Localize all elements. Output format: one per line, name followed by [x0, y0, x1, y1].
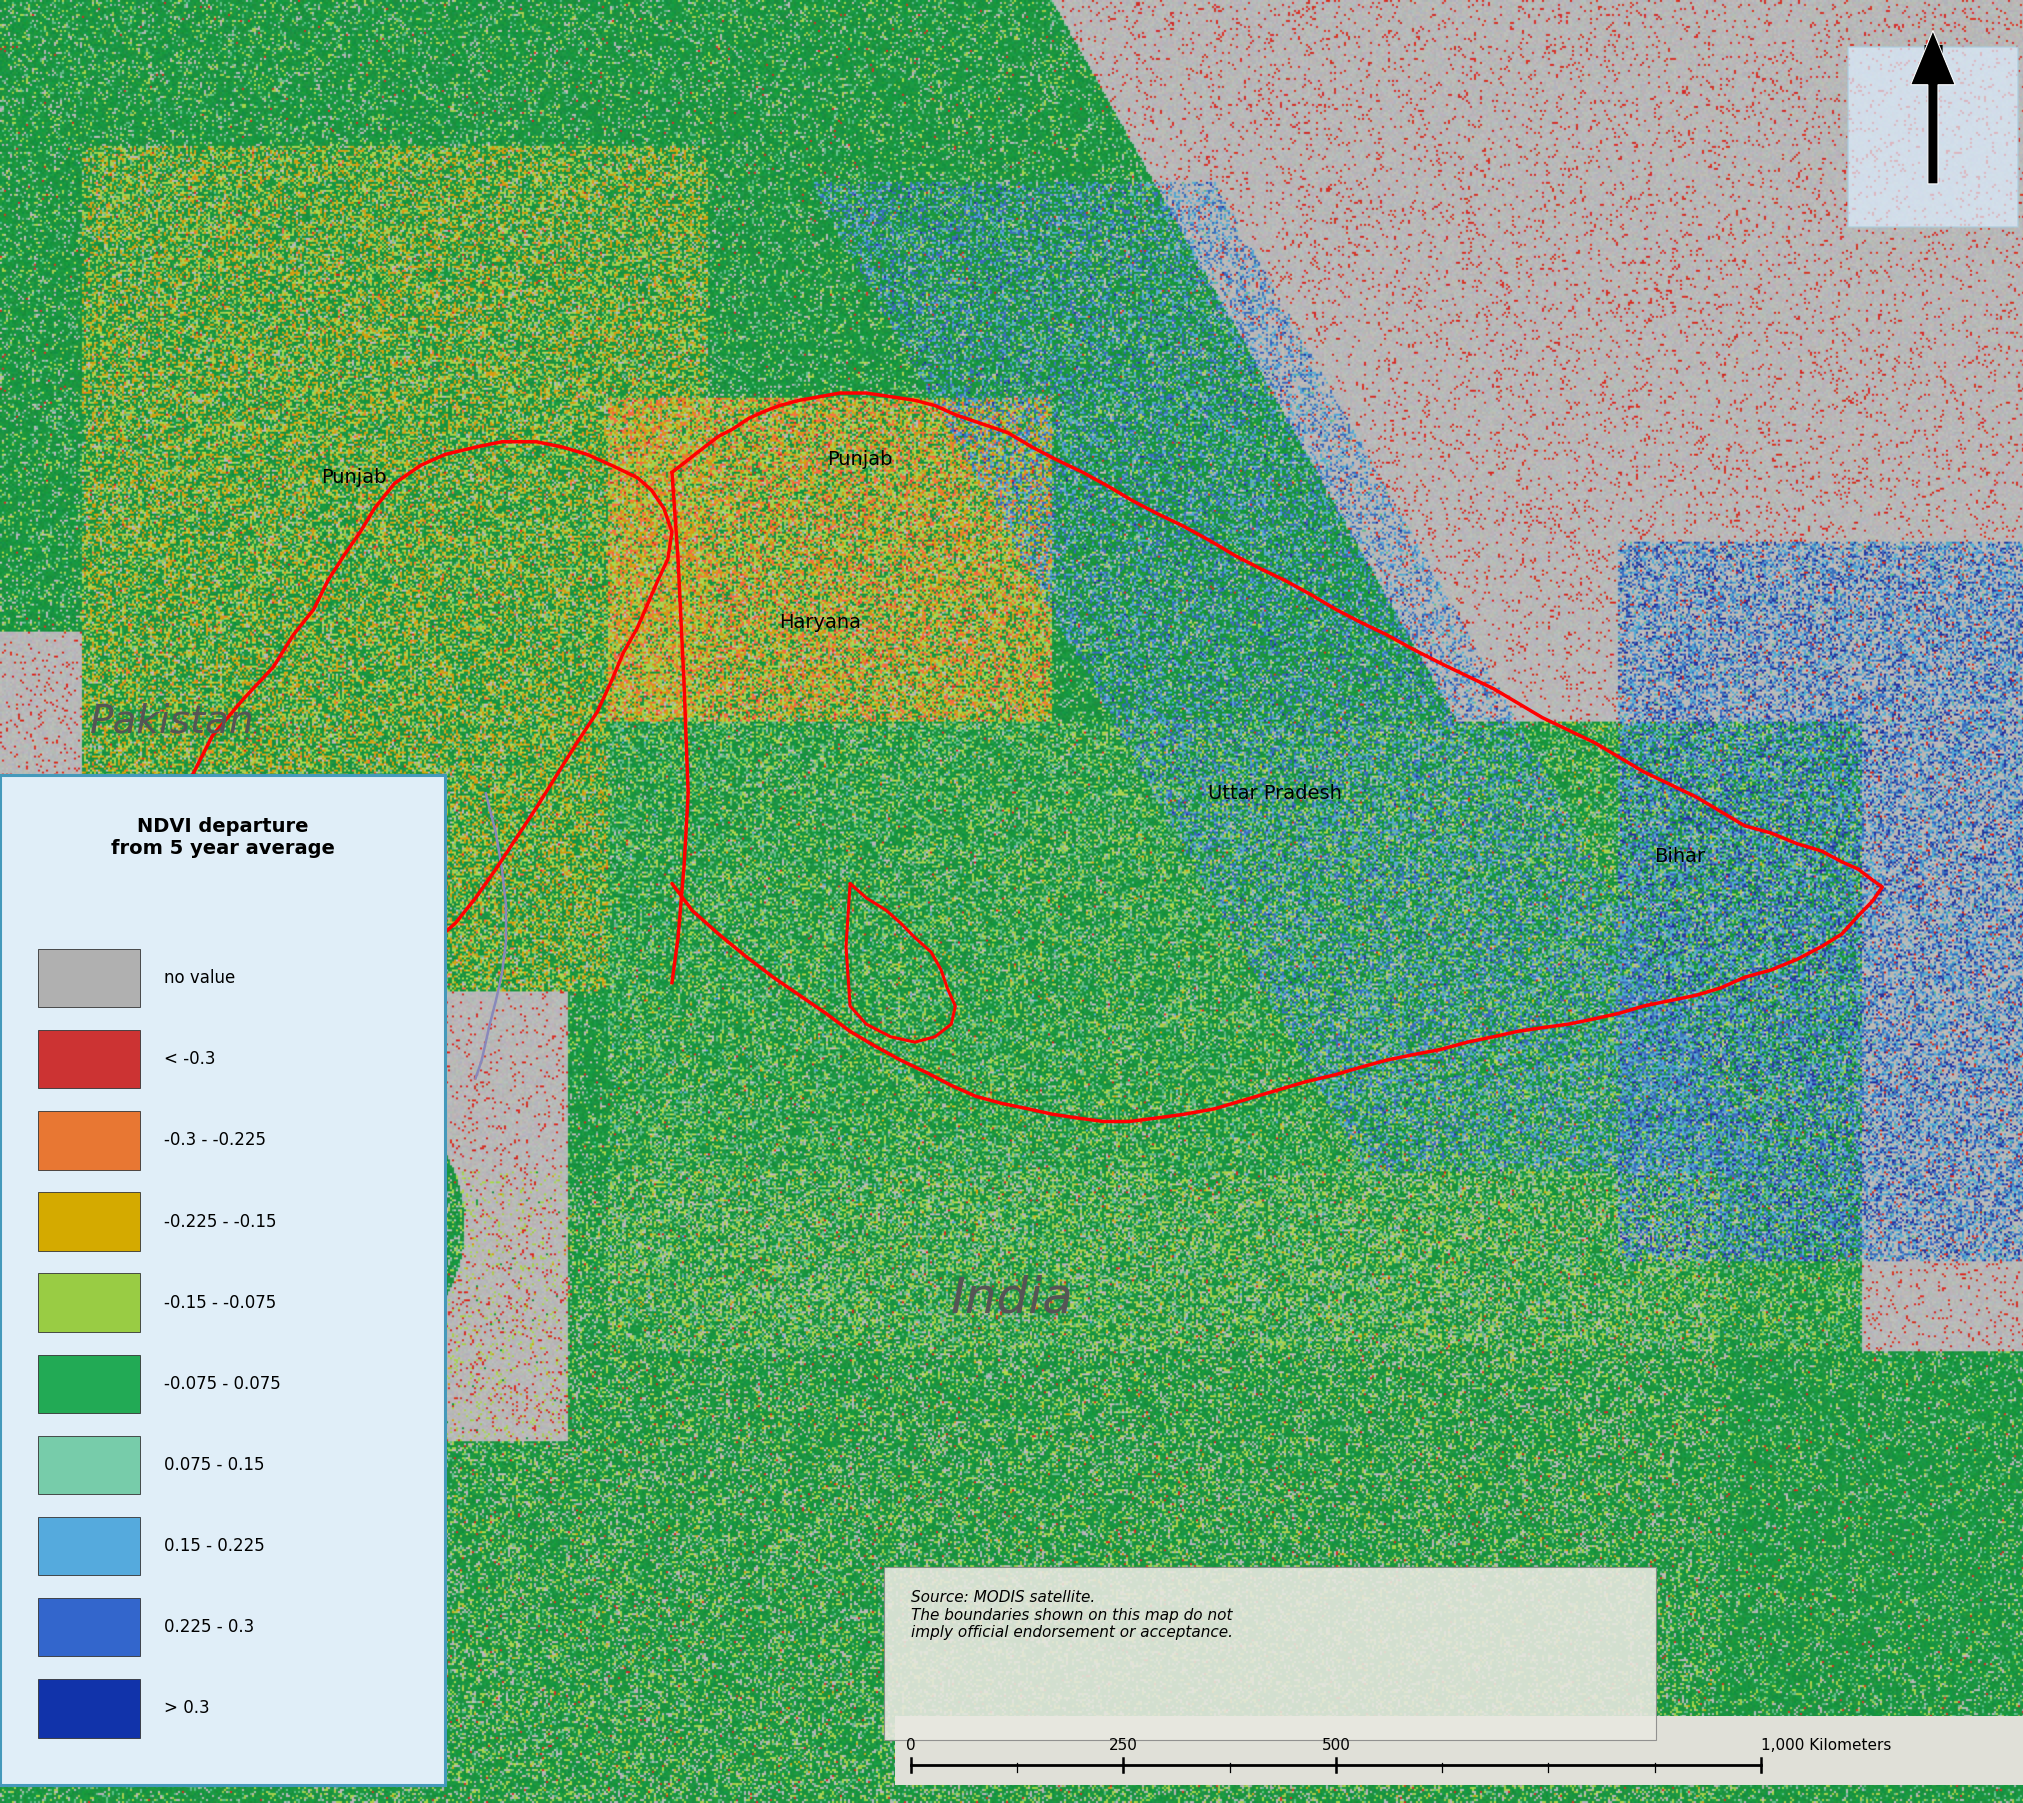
Text: 0: 0 [906, 1738, 914, 1753]
Text: 0.075 - 0.15: 0.075 - 0.15 [164, 1457, 265, 1473]
Text: 1,000 Kilometers: 1,000 Kilometers [1760, 1738, 1889, 1753]
FancyArrow shape [1910, 31, 1954, 184]
Text: India: India [951, 1275, 1072, 1322]
Text: Punjab: Punjab [322, 469, 386, 487]
Bar [38, 948, 140, 1008]
FancyBboxPatch shape [894, 1716, 2023, 1785]
FancyBboxPatch shape [884, 1567, 1655, 1740]
FancyBboxPatch shape [1847, 47, 2017, 227]
FancyBboxPatch shape [0, 775, 445, 1785]
Bar [38, 1273, 140, 1332]
Bar [38, 1111, 140, 1170]
Bar [38, 1435, 140, 1495]
Text: Bihar: Bihar [1653, 847, 1705, 865]
Text: 0.225 - 0.3: 0.225 - 0.3 [164, 1619, 255, 1635]
Text: N: N [1920, 43, 1944, 72]
Text: Source: MODIS satellite.
The boundaries shown on this map do not
imply official : Source: MODIS satellite. The boundaries … [910, 1590, 1232, 1641]
Bar [38, 1192, 140, 1251]
Text: Uttar Pradesh: Uttar Pradesh [1208, 784, 1341, 802]
Bar [38, 1516, 140, 1576]
Text: -0.15 - -0.075: -0.15 - -0.075 [164, 1295, 275, 1311]
Text: NDVI departure
from 5 year average: NDVI departure from 5 year average [111, 817, 334, 858]
Bar [38, 1597, 140, 1657]
Bar [38, 1679, 140, 1738]
Bar [38, 1354, 140, 1414]
Text: -0.3 - -0.225: -0.3 - -0.225 [164, 1132, 265, 1149]
Text: < -0.3: < -0.3 [164, 1051, 214, 1067]
Text: Haryana: Haryana [779, 613, 860, 631]
Text: > 0.3: > 0.3 [164, 1700, 210, 1716]
Text: Punjab: Punjab [827, 451, 892, 469]
Text: 500: 500 [1321, 1738, 1349, 1753]
Text: -0.075 - 0.075: -0.075 - 0.075 [164, 1376, 281, 1392]
Text: 250: 250 [1109, 1738, 1137, 1753]
Text: 0.15 - 0.225: 0.15 - 0.225 [164, 1538, 265, 1554]
Bar [38, 1030, 140, 1089]
Text: Pakistan: Pakistan [89, 701, 255, 741]
Text: no value: no value [164, 970, 235, 986]
Text: -0.225 - -0.15: -0.225 - -0.15 [164, 1213, 277, 1230]
